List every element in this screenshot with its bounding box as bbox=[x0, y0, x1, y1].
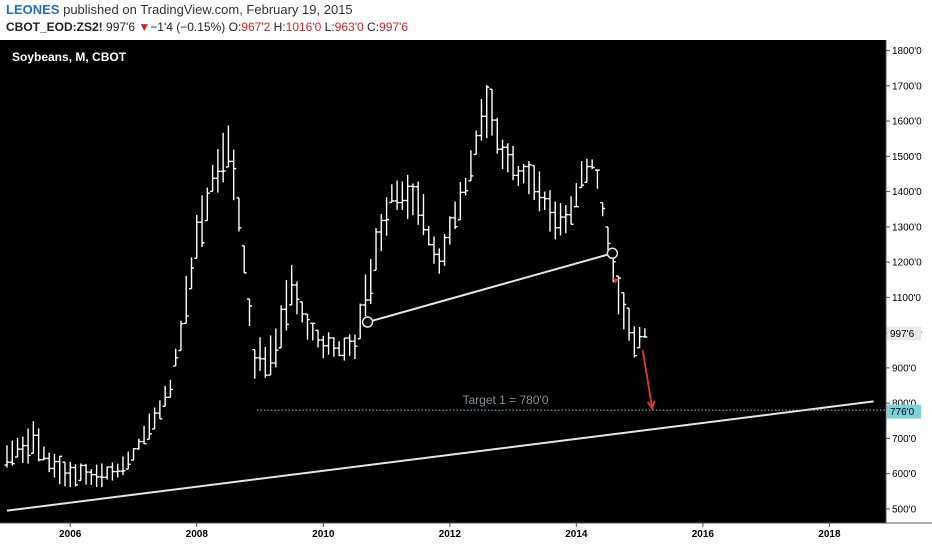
target-annotation: Target 1 = 780'0 bbox=[462, 393, 548, 407]
ohlc-bars bbox=[4, 85, 648, 488]
target-price-label: 776'0 bbox=[890, 407, 915, 418]
price-tick-label: 1700'0 bbox=[892, 81, 922, 92]
price-tick-label: 1500'0 bbox=[892, 152, 922, 163]
symbol-name: CBOT_EOD:ZS2! bbox=[6, 20, 103, 34]
price-axis[interactable]: 500'0600'0700'0800'0900'01000'01100'0120… bbox=[886, 46, 922, 515]
trend-lines bbox=[6, 247, 886, 512]
down-arrow-icon: ▼ bbox=[138, 20, 151, 34]
time-tick-label: 2010 bbox=[312, 529, 335, 540]
price-tick-label: 1800'0 bbox=[892, 46, 922, 57]
price-tick-label: 700'0 bbox=[892, 434, 917, 445]
price-tick-label: 1100'0 bbox=[892, 293, 921, 304]
price-tick-label: 1300'0 bbox=[892, 222, 922, 233]
published-text: published on TradingView.com, February 1… bbox=[63, 2, 353, 17]
target-price-label-bg bbox=[887, 404, 921, 419]
price-tick-label: 1400'0 bbox=[892, 187, 922, 198]
time-tick-label: 2018 bbox=[818, 529, 841, 540]
high-key: H: bbox=[273, 20, 286, 34]
open-value: 967'2 bbox=[241, 20, 271, 34]
price-tick-label: 900'0 bbox=[892, 363, 917, 374]
price-tick-label: 500'0 bbox=[892, 504, 917, 515]
close-key: C: bbox=[367, 20, 380, 34]
chart-title: Soybeans, M, CBOT bbox=[12, 50, 127, 64]
price-tick-label: 600'0 bbox=[892, 469, 917, 480]
close-value: 997'6 bbox=[379, 20, 409, 34]
high-value: 1016'0 bbox=[285, 20, 322, 34]
time-axis[interactable]: 2006 2008 2010 2012 2014 2016 2018 bbox=[59, 523, 841, 540]
plot-area[interactable] bbox=[0, 40, 886, 523]
last-price-label-bg bbox=[887, 326, 921, 341]
neckline-handle-end[interactable] bbox=[606, 247, 619, 260]
symbol-header: CBOT_EOD:ZS2! 997'6 ▼−1'4 (−0.15%) O:967… bbox=[6, 20, 408, 34]
target-arrow bbox=[641, 350, 654, 409]
neckline-trendline[interactable] bbox=[367, 252, 613, 324]
time-tick-label: 2008 bbox=[186, 529, 209, 540]
long-term-trendline[interactable] bbox=[6, 400, 874, 512]
last-price-label: 997'6 bbox=[890, 329, 915, 340]
publish-header: LEONES published on TradingView.com, Feb… bbox=[6, 2, 353, 17]
target-arrow-head bbox=[646, 400, 656, 411]
low-value: 963'0 bbox=[334, 20, 364, 34]
author-link[interactable]: LEONES bbox=[6, 2, 60, 17]
low-key: L: bbox=[324, 20, 335, 34]
price-tick-label: 1600'0 bbox=[892, 117, 922, 128]
time-tick-label: 2006 bbox=[59, 529, 82, 540]
open-key: O: bbox=[228, 20, 242, 34]
last-price: 997'6 bbox=[106, 20, 136, 34]
price-tick-label: 800'0 bbox=[892, 399, 917, 410]
price-change: −1'4 (−0.15%) bbox=[150, 20, 226, 34]
time-tick-label: 2014 bbox=[565, 529, 588, 540]
breakdown-marker bbox=[612, 278, 619, 284]
neckline-handle-start[interactable] bbox=[361, 316, 374, 328]
time-tick-label: 2016 bbox=[692, 529, 715, 540]
price-tick-label: 1200'0 bbox=[892, 258, 922, 269]
time-tick-label: 2012 bbox=[439, 529, 462, 540]
price-chart[interactable]: Soybeans, M, CBOT 500'0 600'0 700'0 800'0 90… bbox=[0, 40, 932, 550]
